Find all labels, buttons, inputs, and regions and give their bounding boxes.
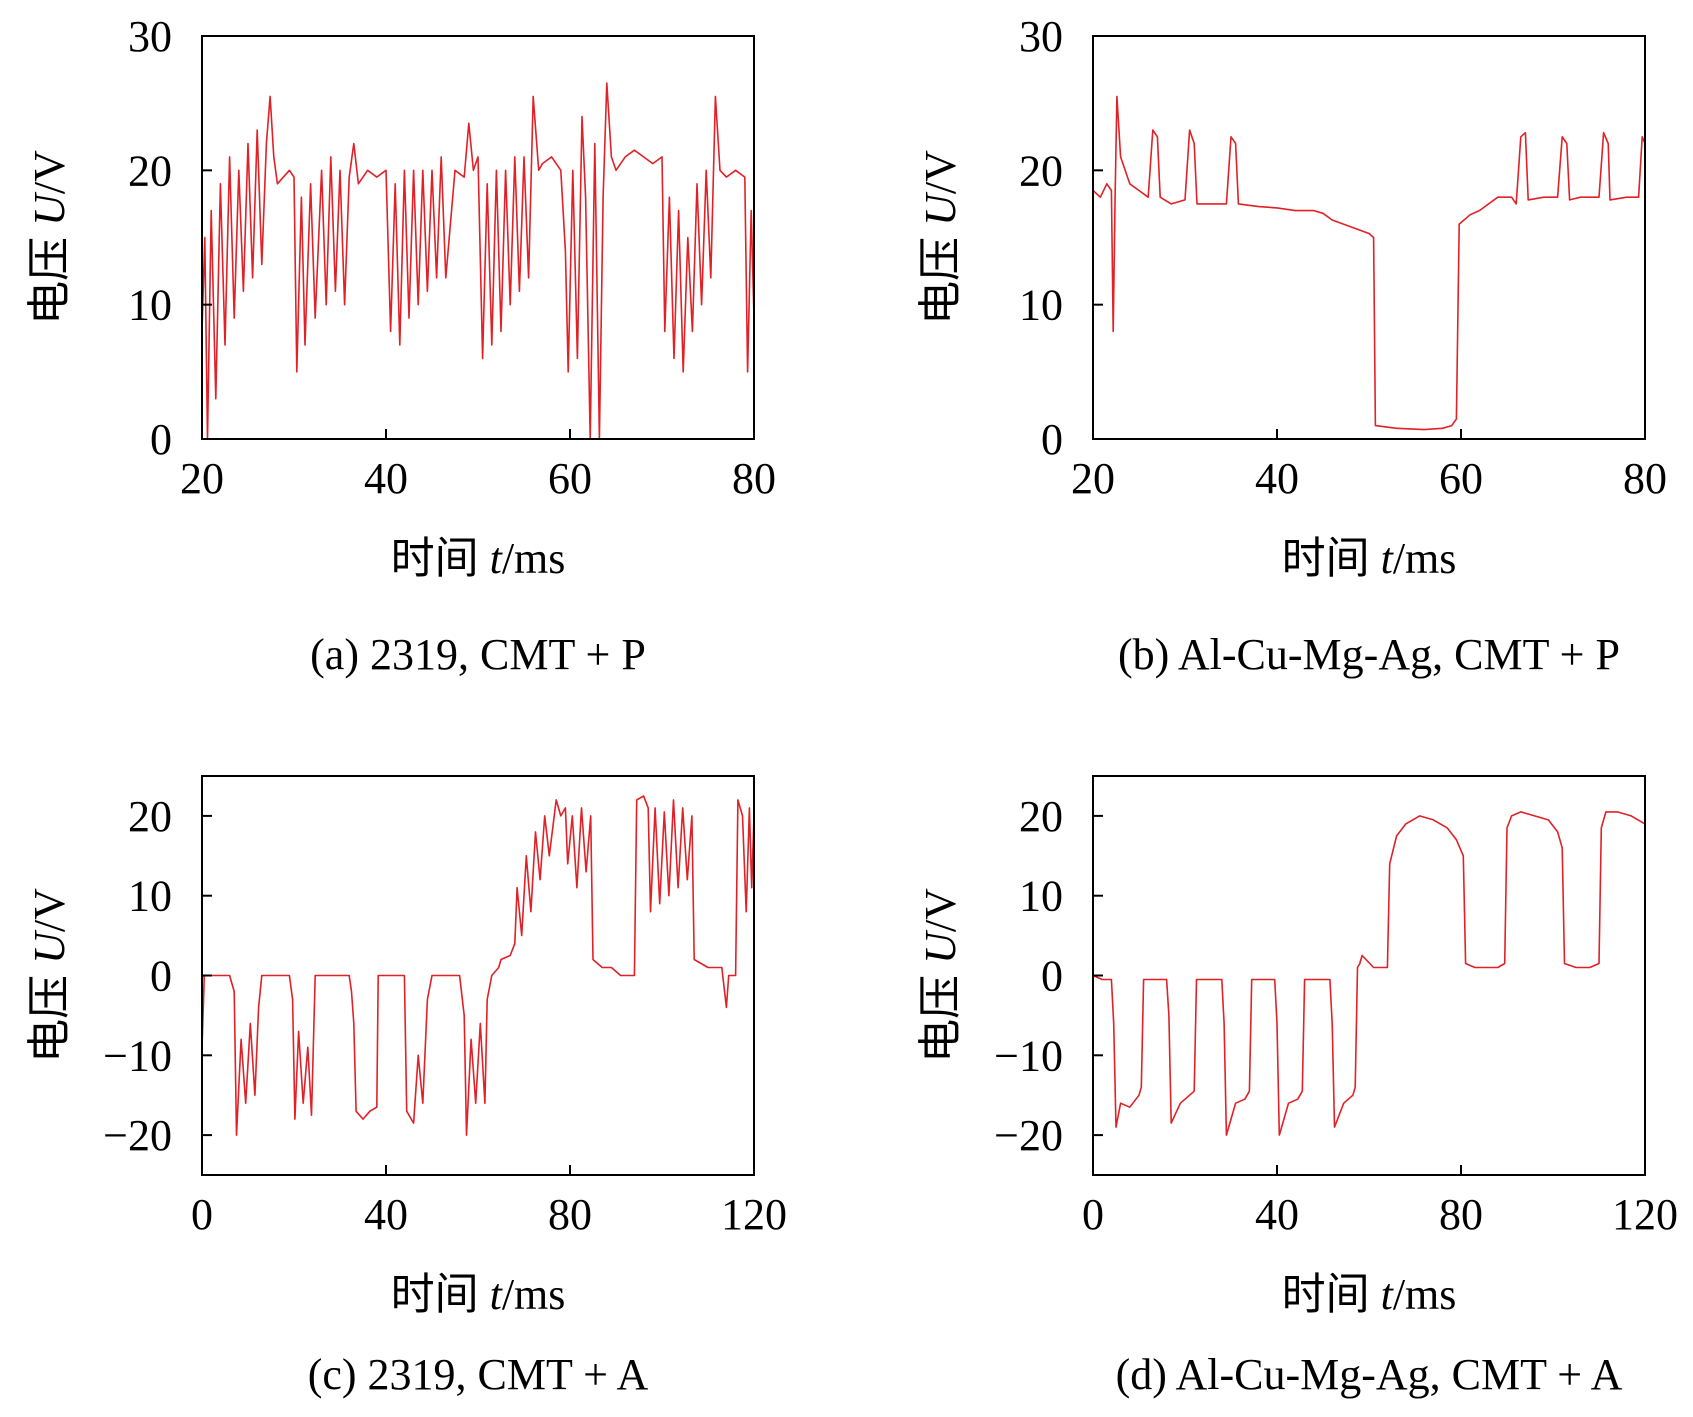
- panel-c-y-axis-label: 电压 U/V: [25, 888, 74, 1063]
- panel-a-caption: (a) 2319, CMT + P: [310, 630, 646, 679]
- panel-c-caption: (c) 2319, CMT + A: [308, 1350, 649, 1399]
- panel-d-y-tick-label: −20: [994, 1111, 1063, 1160]
- panel-b-series-line: [1092, 95, 1646, 431]
- panel-b-x-tick-label: 40: [1255, 454, 1299, 503]
- panel-c: (c) 2319, CMT + A 0 40 80 120 −20 −10 0 10 20 时间 …: [25, 775, 787, 1399]
- panel-d-y-tick-label: −10: [994, 1031, 1063, 1080]
- panel-d-y-tick-label: 10: [1019, 872, 1063, 921]
- panel-a-x-tick-label: 60: [548, 454, 592, 503]
- panel-c-y-tick-label: 20: [128, 792, 172, 841]
- panel-c-series-line: [201, 795, 755, 1136]
- panel-c-x-tick-label: 40: [364, 1190, 408, 1239]
- panel-b-frame: [1092, 35, 1646, 440]
- panel-c-y-tick-label: −10: [103, 1031, 172, 1080]
- panel-b-x-tick-label: 20: [1071, 454, 1115, 503]
- panel-a-y-tick-label: 20: [128, 146, 172, 195]
- panel-d-x-tick-label: 120: [1612, 1190, 1678, 1239]
- panel-a-y-tick-label: 0: [150, 415, 172, 464]
- panel-b-y-tick-label: 10: [1019, 281, 1063, 330]
- panel-a-y-tick-label: 10: [128, 281, 172, 330]
- panel-d-y-tick-label: 0: [1041, 952, 1063, 1001]
- panel-b: (b) Al-Cu-Mg-Ag, CMT + P 20 40 60 80 0 10 20 30…: [916, 12, 1667, 679]
- panel-c-x-tick-label: 80: [548, 1190, 592, 1239]
- panel-a-x-axis-label: 时间 t/ms: [391, 534, 566, 583]
- panel-c-x-tick-label: 0: [191, 1190, 213, 1239]
- panel-d-caption: (d) Al-Cu-Mg-Ag, CMT + A: [1116, 1350, 1623, 1399]
- panel-c-x-axis-label: 时间 t/ms: [391, 1270, 566, 1319]
- panel-c-y-tick-label: −20: [103, 1111, 172, 1160]
- panel-a-x-tick-label: 40: [364, 454, 408, 503]
- panel-b-y-tick-label: 0: [1041, 415, 1063, 464]
- panel-a-series-line: [201, 82, 755, 440]
- panel-b-y-tick-label: 30: [1019, 12, 1063, 61]
- panel-a-x-tick-label: 20: [180, 454, 224, 503]
- panel-b-y-tick-label: 20: [1019, 146, 1063, 195]
- panel-d-x-tick-label: 0: [1082, 1190, 1104, 1239]
- panel-d-series-line: [1092, 811, 1646, 1136]
- panel-d-x-tick-label: 40: [1255, 1190, 1299, 1239]
- panel-d-x-tick-label: 80: [1439, 1190, 1483, 1239]
- panel-b-x-tick-label: 80: [1623, 454, 1667, 503]
- panel-a-y-tick-label: 30: [128, 12, 172, 61]
- panel-c-x-tick-label: 120: [721, 1190, 787, 1239]
- panel-b-caption: (b) Al-Cu-Mg-Ag, CMT + P: [1118, 630, 1620, 679]
- panel-d-frame: [1092, 775, 1646, 1176]
- panel-c-y-tick-label: 10: [128, 872, 172, 921]
- panel-a-frame: [201, 35, 755, 440]
- panel-d-y-axis-label: 电压 U/V: [916, 888, 965, 1063]
- panel-a-x-tick-label: 80: [732, 454, 776, 503]
- panel-b-x-axis-label: 时间 t/ms: [1282, 534, 1457, 583]
- panel-d-y-tick-label: 20: [1019, 792, 1063, 841]
- panel-a: (a) 2319, CMT + P 20 40 60 80 0 10 20 30 时间 t/ms…: [25, 12, 776, 679]
- panel-d: (d) Al-Cu-Mg-Ag, CMT + A 0 40 80 120 −20 −10 0…: [916, 775, 1678, 1399]
- panel-c-y-tick-label: 0: [150, 952, 172, 1001]
- panel-b-y-axis-label: 电压 U/V: [916, 150, 965, 325]
- panel-a-y-axis-label: 电压 U/V: [25, 150, 74, 325]
- panel-d-x-axis-label: 时间 t/ms: [1282, 1270, 1457, 1319]
- panel-b-x-tick-label: 60: [1439, 454, 1483, 503]
